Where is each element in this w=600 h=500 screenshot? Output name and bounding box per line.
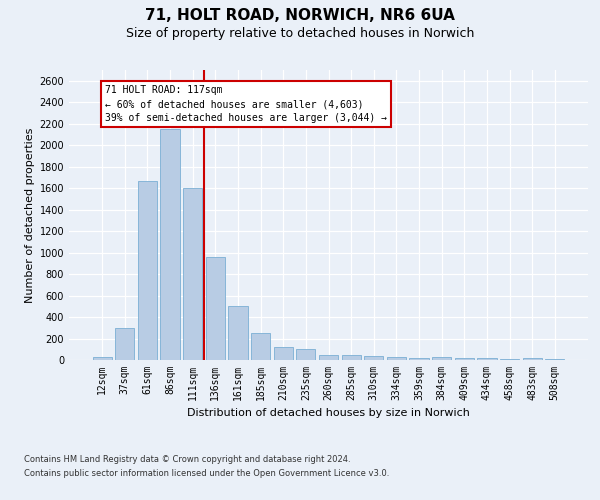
Bar [319, 354, 338, 360]
Bar [341, 354, 361, 360]
Bar [251, 333, 270, 360]
Bar [183, 188, 202, 360]
Bar [477, 358, 497, 360]
Text: 71 HOLT ROAD: 117sqm
← 60% of detached houses are smaller (4,603)
39% of semi-de: 71 HOLT ROAD: 117sqm ← 60% of detached h… [105, 85, 387, 123]
Bar [432, 357, 451, 360]
Bar [523, 358, 542, 360]
Text: Size of property relative to detached houses in Norwich: Size of property relative to detached ho… [126, 28, 474, 40]
Y-axis label: Number of detached properties: Number of detached properties [25, 128, 35, 302]
Text: Contains public sector information licensed under the Open Government Licence v3: Contains public sector information licen… [24, 469, 389, 478]
Bar [206, 257, 225, 360]
Bar [455, 358, 474, 360]
Bar [364, 356, 383, 360]
Bar [115, 328, 134, 360]
Bar [274, 347, 293, 360]
Bar [138, 180, 157, 360]
Bar [409, 358, 428, 360]
Text: Contains HM Land Registry data © Crown copyright and database right 2024.: Contains HM Land Registry data © Crown c… [24, 456, 350, 464]
Bar [387, 357, 406, 360]
Text: Distribution of detached houses by size in Norwich: Distribution of detached houses by size … [187, 408, 470, 418]
Text: 71, HOLT ROAD, NORWICH, NR6 6UA: 71, HOLT ROAD, NORWICH, NR6 6UA [145, 8, 455, 22]
Bar [160, 129, 180, 360]
Bar [296, 350, 316, 360]
Bar [92, 358, 112, 360]
Bar [229, 306, 248, 360]
